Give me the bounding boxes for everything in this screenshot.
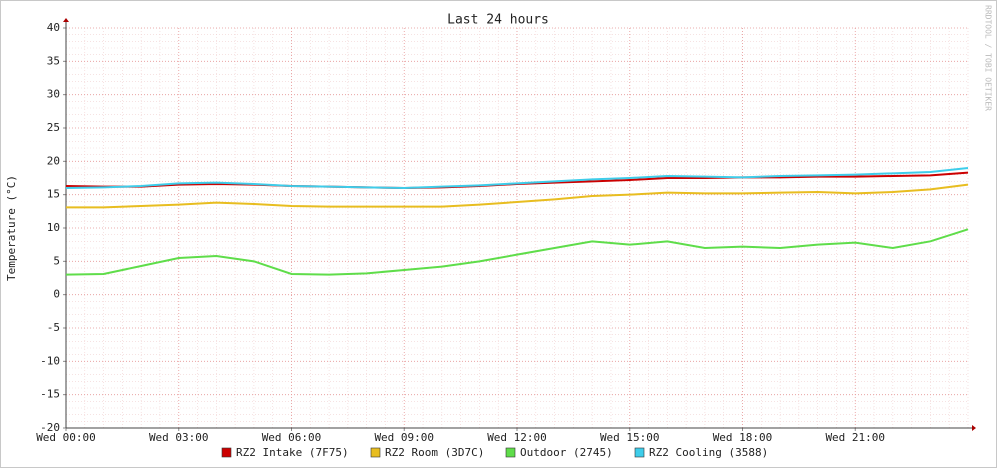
x-tick-label: Wed 21:00 xyxy=(825,431,885,444)
watermark: RRDTOOL / TOBI OETIKER xyxy=(984,5,993,111)
x-tick-label: Wed 15:00 xyxy=(600,431,660,444)
y-tick-label: 20 xyxy=(47,154,60,167)
legend-label: RZ2 Intake (7F75) xyxy=(236,446,349,459)
y-tick-label: -5 xyxy=(47,321,60,334)
y-tick-label: 0 xyxy=(53,288,60,301)
y-tick-label: -20 xyxy=(40,421,60,434)
y-tick-label: 35 xyxy=(47,54,60,67)
x-tick-label: Wed 06:00 xyxy=(262,431,322,444)
x-tick-label: Wed 09:00 xyxy=(374,431,434,444)
axis-arrow xyxy=(63,18,69,22)
chart-title: Last 24 hours xyxy=(447,13,549,28)
legend-swatch xyxy=(634,447,645,458)
legend-swatch xyxy=(221,447,232,458)
y-tick-label: -15 xyxy=(40,388,60,401)
x-tick-label: Wed 03:00 xyxy=(149,431,209,444)
series-line xyxy=(66,183,969,209)
legend-swatch xyxy=(505,447,516,458)
y-tick-label: 5 xyxy=(53,254,60,267)
y-tick-label: 15 xyxy=(47,188,60,201)
y-axis-label: Temperature (°C) xyxy=(5,175,18,281)
y-tick-label: -10 xyxy=(40,354,60,367)
x-tick-label: Wed 12:00 xyxy=(487,431,547,444)
legend-swatch xyxy=(370,447,381,458)
series-line xyxy=(65,228,969,276)
y-tick-label: 40 xyxy=(47,21,60,34)
axis-arrow xyxy=(972,425,976,431)
x-tick-label: Wed 18:00 xyxy=(713,431,773,444)
y-tick-label: 25 xyxy=(47,121,60,134)
legend-label: RZ2 Room (3D7C) xyxy=(385,446,484,459)
plot xyxy=(65,167,969,276)
legend-label: RZ2 Cooling (3588) xyxy=(649,446,768,459)
y-tick-label: 10 xyxy=(47,221,60,234)
x-tick-label: Wed 00:00 xyxy=(36,431,96,444)
grid: -20 -15 -10 -5 0 5 10 15 20 25 30 35 40 Wed 00:00 Wed … xyxy=(36,18,976,444)
legend-label: Outdoor (2745) xyxy=(520,446,613,459)
y-tick-label: 30 xyxy=(47,88,60,101)
series-line xyxy=(65,167,969,190)
